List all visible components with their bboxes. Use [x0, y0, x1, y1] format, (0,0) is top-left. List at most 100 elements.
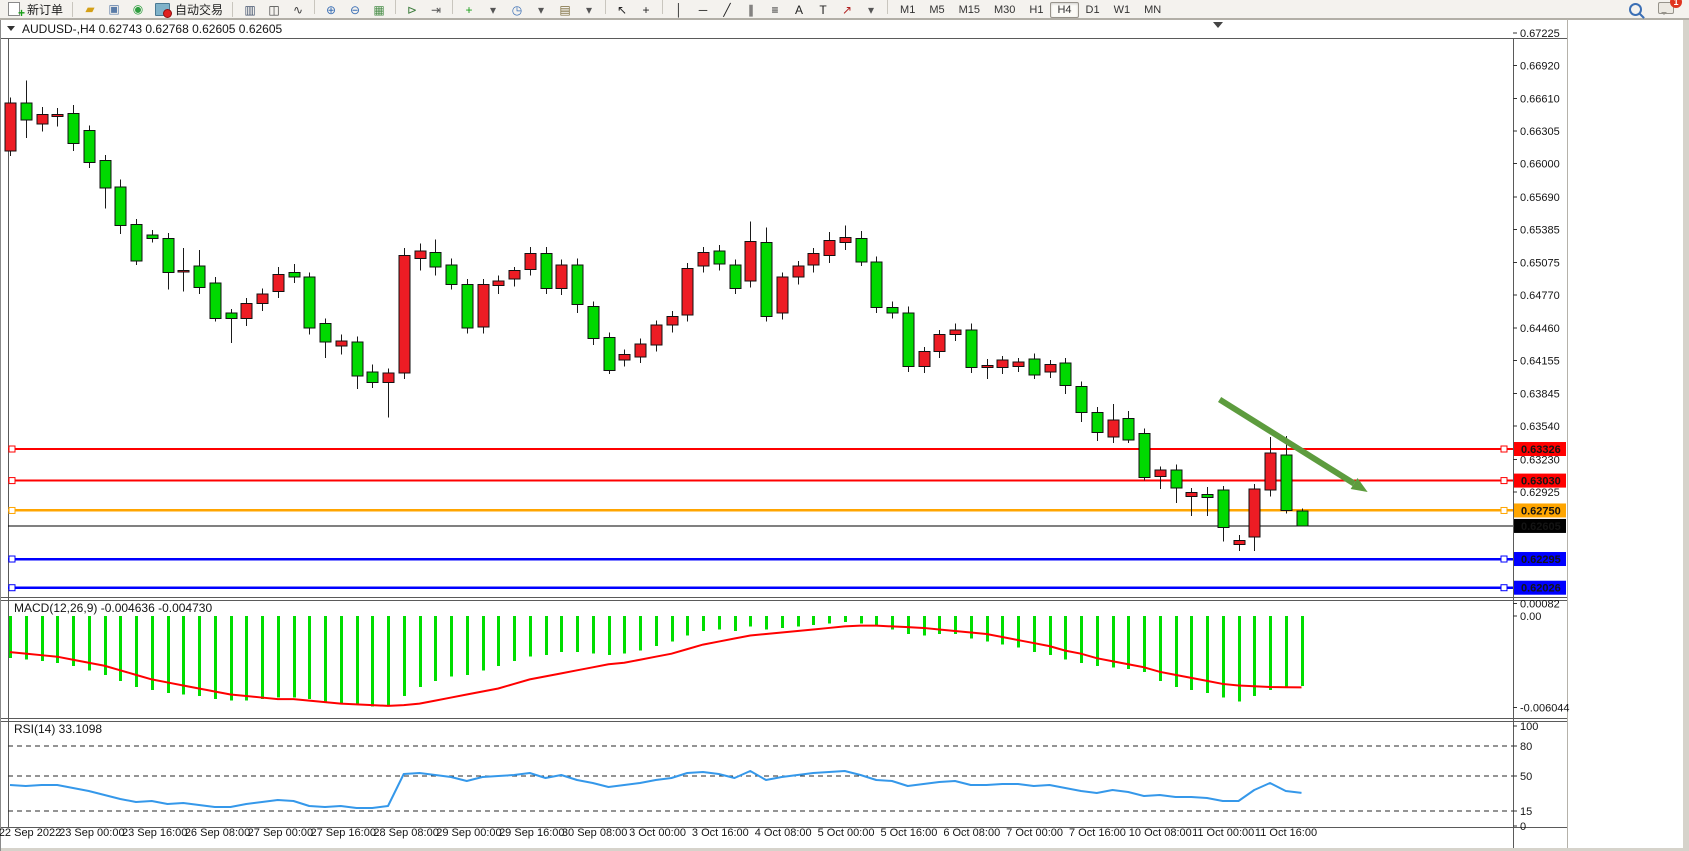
candle-body — [36, 114, 49, 125]
autotrading-button[interactable]: 自动交易 — [151, 0, 227, 18]
arrows-icon: ▾ — [868, 2, 875, 17]
experts-icon[interactable]: ◉ — [126, 0, 150, 18]
text-label-icon: T — [819, 2, 827, 17]
candle-body — [382, 372, 395, 383]
price-tick-label: 0.65690 — [1520, 192, 1560, 204]
periods-dropdown[interactable]: ▾ — [529, 1, 553, 19]
candle-body — [209, 282, 222, 319]
tile-windows-button[interactable]: ▦ — [367, 1, 391, 19]
equidistant-channel-button[interactable]: ∥ — [739, 1, 763, 19]
candle — [382, 368, 395, 418]
candle — [99, 155, 112, 209]
arrows-button[interactable]: ↗ — [835, 1, 859, 19]
timeframe-w1[interactable]: W1 — [1113, 4, 1131, 16]
toolbar-separator — [395, 0, 397, 14]
bar-chart-button[interactable]: ▥ — [238, 1, 262, 19]
candle — [1217, 485, 1230, 542]
candle — [51, 108, 64, 127]
rsi-pane: RSI(14) 33.1098 100 80 50 15 0 — [8, 721, 1538, 833]
timeframe-h4[interactable]: H4 — [1050, 2, 1079, 18]
indicators-button[interactable]: + — [457, 1, 481, 19]
candle-body — [1170, 469, 1183, 489]
time-label: 7 Oct 16:00 — [1069, 827, 1126, 839]
chart-menu-caret-icon — [7, 26, 15, 31]
text-icon: A — [795, 2, 804, 17]
templates-button[interactable]: ▤ — [553, 1, 577, 19]
timeframe-m1[interactable]: M1 — [900, 4, 916, 16]
price-badge — [1514, 442, 1566, 457]
timeframe-d1[interactable]: D1 — [1085, 4, 1100, 16]
chart-shift-button[interactable]: ⇥ — [424, 1, 448, 19]
trendline-button[interactable]: ╱ — [715, 1, 739, 19]
indicators-dropdown[interactable]: ▾ — [481, 1, 505, 19]
price-badge — [1514, 552, 1566, 567]
tile-windows-icon: ▦ — [373, 2, 385, 17]
candle — [839, 225, 852, 251]
timeframe-m15[interactable]: M15 — [958, 4, 980, 16]
candle-body — [1248, 488, 1261, 538]
timeframe-m30[interactable]: M30 — [994, 4, 1016, 16]
toolbar-separator — [662, 0, 664, 14]
vertical-line-button[interactable]: │ — [667, 1, 691, 19]
candle — [288, 263, 301, 284]
arrows-dropdown[interactable]: ▾ — [859, 1, 883, 19]
candle — [1233, 535, 1246, 552]
timeframe-m5[interactable]: M5 — [929, 4, 945, 16]
candle-body — [918, 350, 931, 367]
candle — [1296, 508, 1309, 527]
new-order-button[interactable]: 新订单 — [3, 0, 67, 21]
timeframe-h1[interactable]: H1 — [1029, 4, 1044, 16]
time-label: 29 Sep 16:00 — [499, 827, 564, 839]
price-badge — [1514, 518, 1566, 533]
periods-button[interactable]: ◷ — [505, 1, 529, 19]
pane-frame — [1, 19, 1568, 848]
hline-handle — [8, 477, 16, 485]
chart-canvas[interactable]: AUDUSD-,H4 0.62743 0.62768 0.62605 0.626… — [0, 19, 1689, 851]
price-badge-label: 0.62295 — [1521, 554, 1561, 566]
candle-body — [351, 341, 364, 377]
rsi-scale-label: 50 — [1520, 771, 1532, 783]
candle — [461, 278, 474, 334]
candle — [587, 301, 600, 346]
candle-body — [146, 234, 159, 239]
charts-gold-icon[interactable]: ▰ — [78, 0, 102, 18]
crosshair-button[interactable]: + — [634, 1, 658, 19]
candle — [681, 262, 694, 322]
candle-body — [744, 241, 757, 282]
price-tick-label: 0.66305 — [1520, 126, 1560, 138]
text-label-button[interactable]: T — [811, 1, 835, 19]
templates-dropdown[interactable]: ▾ — [577, 1, 601, 19]
candle — [67, 105, 80, 151]
time-label: 27 Sep 16:00 — [311, 827, 376, 839]
zoom-out-button[interactable]: ⊖ — [343, 1, 367, 19]
candle-body — [177, 269, 190, 273]
zoom-in-button[interactable]: ⊕ — [319, 1, 343, 19]
candlestick-button[interactable]: ◫ — [262, 1, 286, 19]
price-tick-label: 0.64155 — [1520, 356, 1560, 368]
search-icon[interactable] — [1629, 2, 1642, 16]
candle-body — [870, 261, 883, 309]
candle — [351, 336, 364, 389]
price-badge-label: 0.63326 — [1521, 444, 1561, 456]
candle-body — [1059, 362, 1072, 387]
fibonacci-button[interactable]: ≡ — [763, 1, 787, 19]
text-button[interactable]: A — [787, 1, 811, 19]
horizontal-line-button[interactable]: ─ — [691, 1, 715, 19]
line-chart-button[interactable]: ∿ — [286, 1, 310, 19]
cursor-button[interactable]: ↖ — [610, 1, 634, 19]
time-label: 4 Oct 08:00 — [755, 827, 812, 839]
notifications-button[interactable]: 1 — [1658, 0, 1682, 17]
auto-scroll-button[interactable]: ⊳ — [400, 1, 424, 19]
toolbar-separator — [232, 1, 234, 17]
symbol-caption: AUDUSD-,H4 0.62743 0.62768 0.62605 0.626… — [1, 22, 1567, 39]
candle — [1154, 466, 1167, 490]
candlestick-icon: ◫ — [268, 2, 280, 17]
timeframe-mn[interactable]: MN — [1144, 4, 1162, 16]
candle — [729, 259, 742, 294]
candle — [1264, 436, 1277, 497]
candle-body — [996, 359, 1009, 368]
candle-body — [162, 237, 175, 274]
window-icon[interactable]: ▣ — [102, 0, 126, 18]
price-tick-label: 0.65075 — [1520, 257, 1560, 269]
